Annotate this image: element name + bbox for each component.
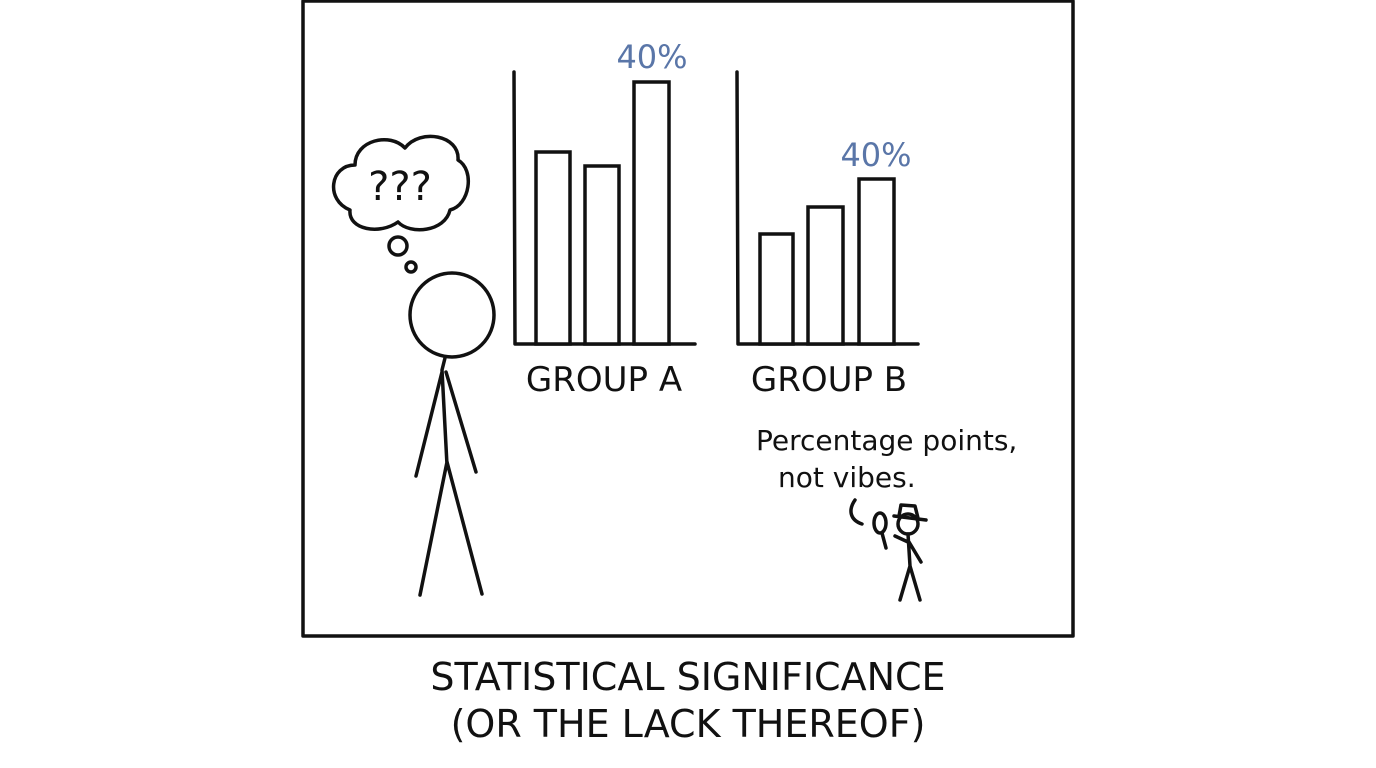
detective-hat — [892, 503, 928, 522]
stick-figure-body — [414, 356, 484, 597]
head — [408, 271, 496, 359]
speech-line: not vibes. — [778, 461, 916, 494]
bar — [806, 205, 845, 346]
thought-cloud — [332, 134, 470, 232]
speech-tail — [849, 498, 864, 526]
bar — [583, 164, 621, 346]
group-label: GROUP A — [526, 360, 682, 400]
group-label: GROUP B — [751, 360, 907, 400]
detective — [872, 503, 928, 602]
speech-line: Percentage points, — [756, 424, 1017, 457]
bar — [534, 150, 572, 346]
bar — [857, 177, 896, 346]
annotation: 40% — [616, 38, 687, 76]
bar — [758, 232, 795, 346]
magnifier — [872, 511, 888, 535]
magnifier-handle — [880, 531, 888, 550]
annotation: 40% — [840, 136, 911, 174]
panel-border — [301, 0, 1075, 638]
thought-dot — [404, 260, 418, 274]
thought-text: ??? — [368, 164, 432, 210]
thought-dot — [387, 235, 409, 257]
bar — [632, 80, 671, 346]
detective-body — [893, 532, 923, 602]
caption-line: STATISTICAL SIGNIFICANCE — [430, 655, 945, 699]
caption-line: (OR THE LACK THEREOF) — [451, 702, 926, 746]
